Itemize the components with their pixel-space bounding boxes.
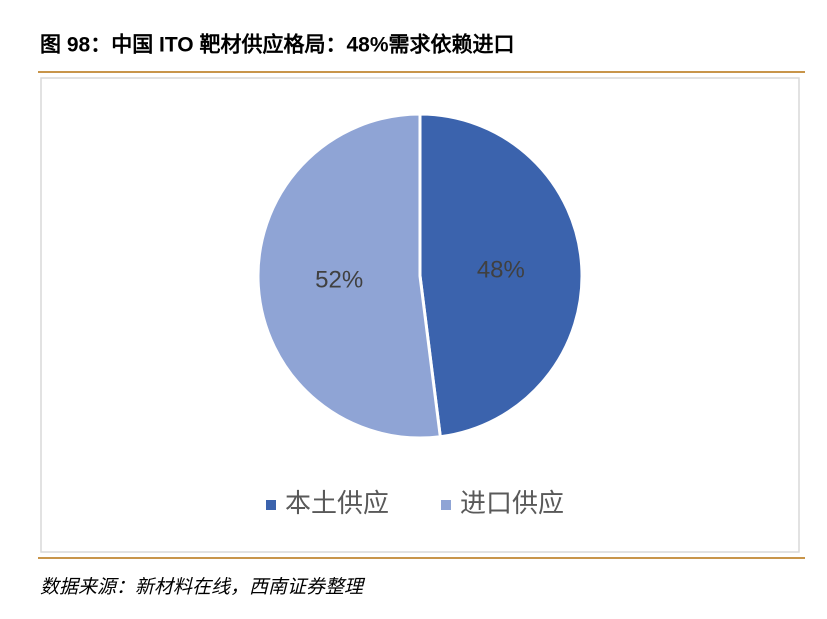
legend-swatch xyxy=(441,500,451,510)
legend-label: 进口供应 xyxy=(460,488,564,518)
data-label: 48% xyxy=(477,256,525,283)
source-note: 数据来源：新材料在线，西南证券整理 xyxy=(40,576,366,598)
legend-label: 本土供应 xyxy=(285,488,389,518)
pie-slice xyxy=(418,112,584,439)
chart-title: 图 98：中国 ITO 靶材供应格局：48%需求依赖进口 xyxy=(40,33,515,57)
data-label: 52% xyxy=(315,266,363,293)
legend-swatch xyxy=(266,500,276,510)
pie-slice xyxy=(256,112,442,440)
